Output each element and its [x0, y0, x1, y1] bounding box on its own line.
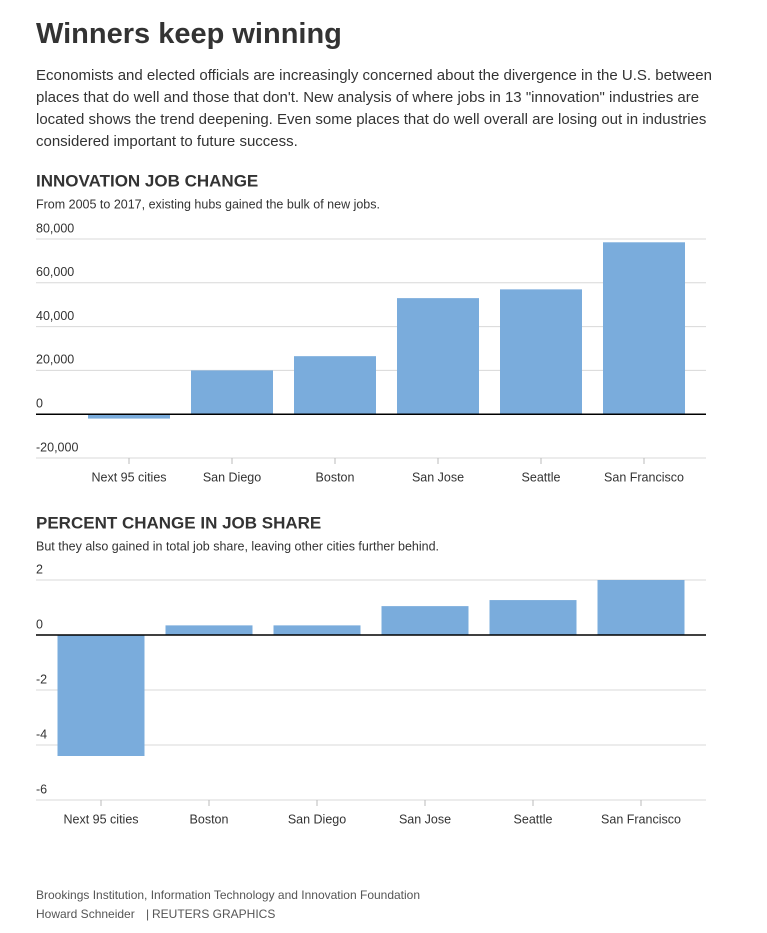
credit: Howard Schneider — [36, 907, 135, 921]
bar — [57, 635, 145, 756]
bar — [273, 625, 361, 635]
x-tick-label: Next 95 cities — [63, 812, 138, 826]
bar — [500, 289, 582, 415]
description: Economists and elected officials are inc… — [36, 67, 712, 150]
bar — [191, 370, 273, 415]
x-tick-label: San Francisco — [601, 812, 681, 826]
bar — [88, 414, 170, 419]
chart-subtitle: But they also gained in total job share,… — [36, 539, 439, 553]
bar — [489, 600, 577, 635]
y-tick-label: 20,000 — [36, 353, 74, 367]
y-tick-label: 40,000 — [36, 309, 74, 323]
credit: REUTERS GRAPHICS — [152, 907, 275, 921]
y-tick-label: 2 — [36, 562, 43, 576]
x-tick-label: San Francisco — [604, 470, 684, 484]
x-tick-label: Seattle — [522, 470, 561, 484]
bar — [165, 625, 253, 635]
chart-title: PERCENT CHANGE IN JOB SHARE — [36, 513, 321, 532]
x-tick-label: San Jose — [399, 812, 451, 826]
page-title: Winners keep winning — [36, 18, 342, 50]
bar — [294, 356, 376, 415]
chart-subtitle: From 2005 to 2017, existing hubs gained … — [36, 197, 380, 211]
y-tick-label: -2 — [36, 672, 47, 686]
x-tick-label: Next 95 cities — [91, 470, 166, 484]
x-tick-label: Seattle — [514, 812, 553, 826]
x-tick-label: San Diego — [203, 470, 261, 484]
y-tick-label: 80,000 — [36, 221, 74, 235]
y-tick-label: -4 — [36, 727, 47, 741]
y-tick-label: 0 — [36, 617, 43, 631]
x-tick-label: Boston — [316, 470, 355, 484]
x-tick-label: San Diego — [288, 812, 346, 826]
bar — [381, 606, 469, 635]
bar — [397, 298, 479, 415]
x-tick-label: San Jose — [412, 470, 464, 484]
chart-title: INNOVATION JOB CHANGE — [36, 171, 258, 190]
y-tick-label: -20,000 — [36, 440, 78, 454]
source: Brookings Institution, Information Techn… — [36, 888, 420, 902]
credit-separator: | — [146, 907, 149, 921]
y-tick-label: -6 — [36, 782, 47, 796]
bar — [603, 242, 685, 415]
x-tick-label: Boston — [190, 812, 229, 826]
y-tick-label: 60,000 — [36, 265, 74, 279]
y-tick-label: 0 — [36, 396, 43, 410]
bar — [597, 580, 685, 635]
